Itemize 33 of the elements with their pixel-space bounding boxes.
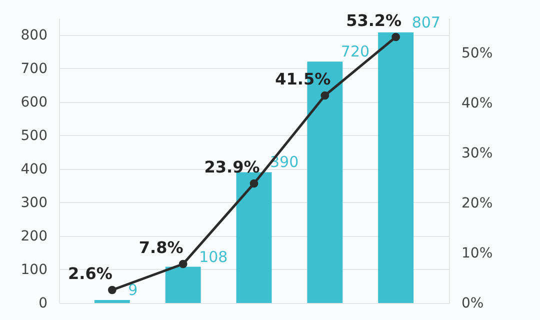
y2-tick-label: 0%	[462, 296, 484, 312]
point	[250, 179, 258, 188]
point	[108, 286, 116, 294]
y-tick-label: 500	[20, 128, 48, 144]
data-label: 9	[128, 280, 138, 299]
y2-tick-label: 50%	[462, 46, 493, 62]
point	[178, 260, 188, 268]
y-tick-label: 200	[20, 228, 48, 244]
bar	[94, 300, 130, 303]
y2-tick-label: 10%	[462, 246, 493, 262]
y-tick-label: 600	[20, 94, 48, 110]
y-tick-label: 0	[38, 296, 48, 312]
y-tick-label: 700	[20, 60, 48, 77]
y-tick-label: 800	[20, 27, 48, 44]
data-label: 807	[412, 13, 440, 32]
data-label: 390	[270, 153, 299, 172]
data-label: 23.9%	[204, 158, 260, 176]
data-label: 2.6%	[68, 264, 112, 283]
bar	[165, 266, 201, 303]
y-tick-label: 300	[20, 194, 48, 211]
y-tick-label: 400	[20, 161, 48, 178]
bar	[236, 172, 272, 303]
data-label: 7.8%	[138, 238, 184, 257]
y2-tick-label: 40%	[462, 96, 493, 112]
y-tick-label: 100	[20, 262, 48, 278]
bar	[378, 32, 414, 303]
data-label: 108	[199, 248, 228, 266]
point	[392, 32, 400, 42]
y2-tick-label: 20%	[462, 196, 493, 212]
point	[320, 91, 330, 100]
data-label: 53.2%	[346, 11, 402, 30]
y2-tick-label: 30%	[462, 146, 493, 162]
data-label: 720	[340, 42, 370, 61]
